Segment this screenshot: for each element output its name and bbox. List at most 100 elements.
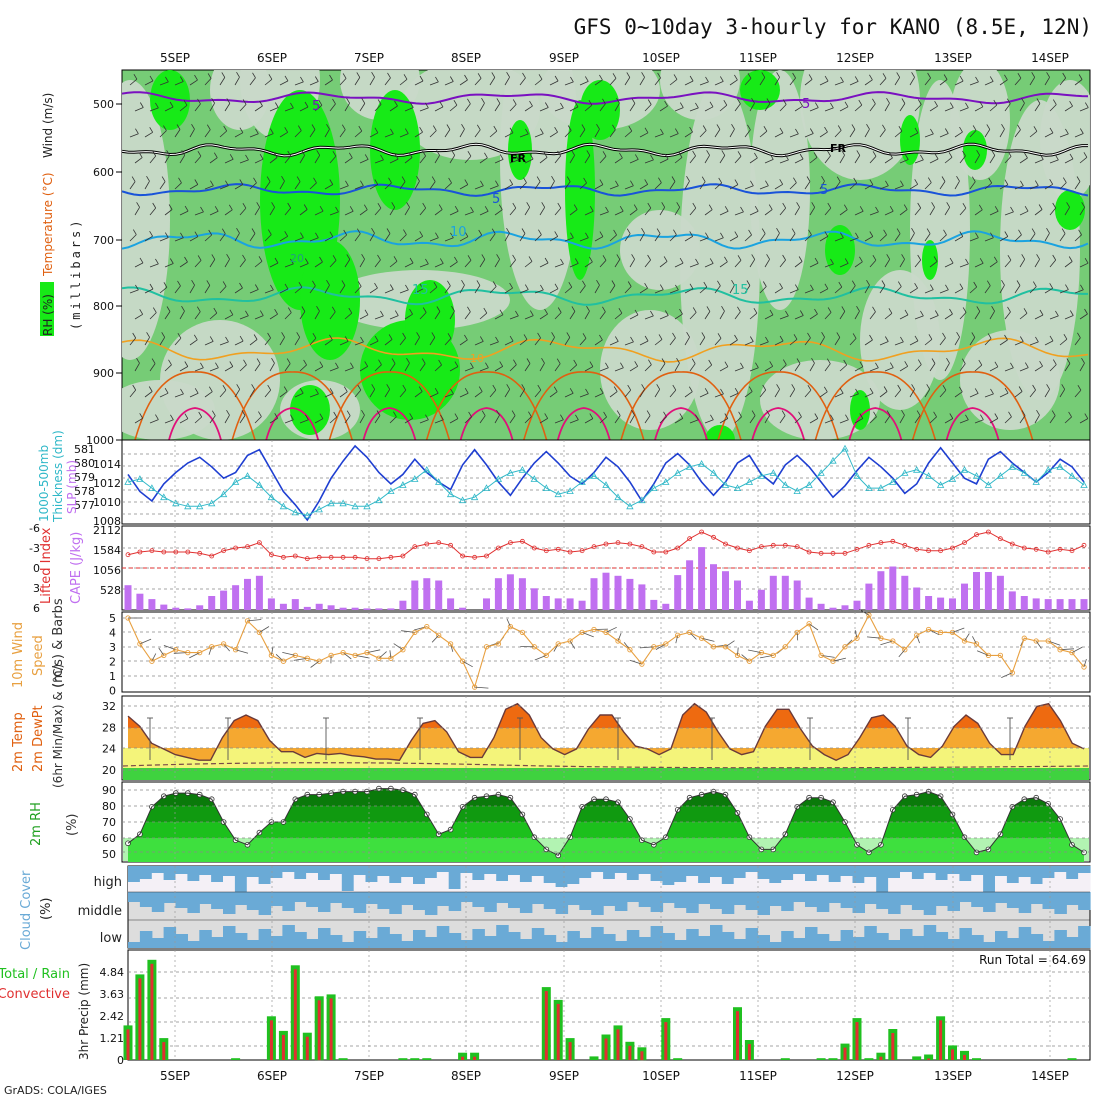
wind-barb-flag	[926, 384, 931, 390]
cloud-high-bar	[163, 866, 177, 880]
wind-barb-flag	[740, 206, 744, 213]
cloud-low-bar	[603, 934, 616, 948]
wind10-barb	[858, 609, 870, 616]
wind-barb-flag	[438, 359, 442, 366]
wind-barb	[644, 159, 654, 164]
wind-barb	[674, 107, 684, 112]
wind-barb-flag	[447, 280, 451, 287]
date-label: 10SEP	[642, 51, 680, 65]
wind-barb-flag	[290, 102, 294, 109]
wind-barb-flag	[213, 307, 218, 314]
wind-barb	[714, 182, 722, 190]
cloud-middle-bar	[662, 892, 675, 903]
cloud-low-bar	[1054, 930, 1067, 948]
wind-barb	[779, 415, 786, 424]
wind-barb-flag	[821, 331, 825, 338]
precip-convective-bar	[951, 1049, 954, 1060]
wind-barb-flag	[345, 180, 349, 187]
wind10-barb	[208, 646, 213, 655]
wind-barb-flag	[821, 175, 825, 182]
wind10-barb	[617, 633, 622, 642]
wind-barb-flag	[346, 97, 350, 104]
cloud-low-bar	[781, 931, 794, 948]
wind-barb	[549, 236, 558, 242]
wind-barb	[509, 104, 517, 112]
wind-barb	[399, 181, 406, 190]
wind-barb	[609, 341, 619, 346]
wind-barb-flag	[326, 123, 330, 130]
wind-barb-flag	[1033, 126, 1038, 132]
precip-total-bar	[470, 1052, 480, 1060]
cloud-middle-bar	[377, 892, 390, 909]
wind-barb	[599, 311, 606, 320]
wind-barb	[269, 313, 278, 320]
wind-barb-flag	[766, 409, 770, 416]
wind-barb	[774, 389, 780, 398]
cloud-low-bar	[199, 930, 212, 948]
cloud-high-bar	[626, 866, 640, 880]
wind10-point	[806, 621, 812, 627]
wind-barb-flag	[245, 310, 249, 317]
wind-barb-flag	[409, 102, 414, 108]
chart-title: GFS 0~10day 3-hourly for KANO (8.5E, 12N…	[574, 15, 1092, 39]
thickness-point	[721, 481, 730, 488]
wind-barb-flag	[178, 177, 182, 184]
wind-barb	[699, 286, 708, 294]
wind-barb-flag	[287, 202, 292, 209]
rh-dry-area	[910, 80, 970, 380]
thickness-point	[662, 478, 670, 485]
cloud-high-clear	[424, 878, 438, 892]
cloud-low-bar	[959, 928, 972, 948]
wind-barb	[164, 311, 171, 320]
wind10-point	[1081, 664, 1087, 670]
wind-barb	[659, 207, 666, 216]
wind-barb-flag	[958, 386, 963, 393]
wind-barb-flag	[236, 71, 240, 78]
wind-barb	[614, 210, 624, 216]
wind-barb	[539, 418, 548, 424]
y-tick-label: 3	[109, 641, 116, 654]
wind-barb-flag	[747, 73, 752, 79]
cloud-high-clear	[888, 878, 901, 892]
wind-barb-flag	[393, 256, 398, 262]
temp-25-contour	[134, 371, 256, 440]
cloud-middle-bar	[519, 892, 533, 913]
cloud-high-bar	[828, 866, 842, 882]
wind-barb	[594, 79, 603, 86]
wind-barb-flag	[267, 229, 272, 235]
wind-barb-flag	[554, 75, 559, 82]
wind-barb-flag	[525, 128, 529, 135]
wind-barb	[369, 76, 375, 86]
wind-barb	[269, 207, 275, 216]
cloud-high-bar	[246, 866, 260, 877]
thickness-point	[1056, 462, 1064, 470]
wind-barb	[324, 129, 330, 138]
wind-barb	[254, 315, 264, 320]
wind-barb-flag	[875, 206, 879, 213]
cloud-high-clear	[199, 875, 212, 892]
temp-25-contour	[620, 371, 742, 440]
wind-barb	[284, 363, 291, 372]
wind-barb	[809, 157, 818, 164]
wind-barb	[164, 209, 173, 216]
wind-barb-flag	[574, 258, 579, 264]
wind-barb	[324, 339, 333, 346]
wind-barb	[194, 211, 204, 216]
cloud-high-clear	[508, 875, 521, 892]
temp2m-line	[127, 702, 1085, 761]
wind-barb	[494, 366, 503, 372]
wind10-barb	[629, 659, 643, 665]
wind-barb-flag	[852, 333, 857, 339]
cloud-middle-bar	[543, 892, 557, 909]
wind-barb	[399, 289, 409, 294]
wind-barb-flag	[705, 76, 709, 83]
wind-barb-flag	[221, 228, 226, 234]
wind-barb-flag	[1007, 254, 1012, 261]
wind-barb-flag	[933, 411, 937, 418]
wind-barb-flag	[1032, 384, 1036, 391]
cloud-high-clear	[995, 876, 1008, 892]
date-label: 13SEP	[934, 51, 972, 65]
wind-barb	[909, 287, 918, 294]
wind-barb-flag	[903, 204, 908, 210]
wind-barb	[839, 154, 845, 164]
